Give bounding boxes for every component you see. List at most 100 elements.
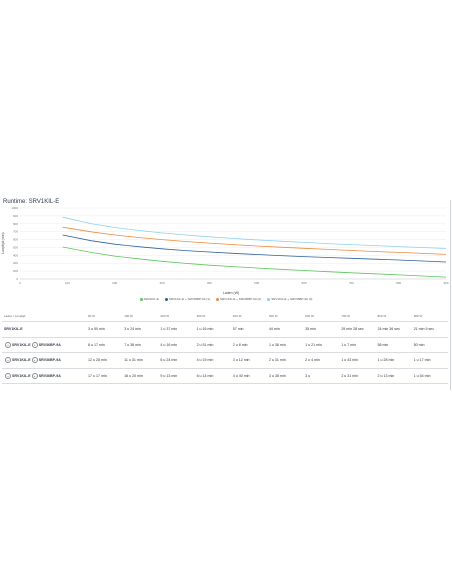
model-name: SRV1KIL-E (12, 342, 31, 347)
plus-icon: + (31, 372, 38, 379)
y-tick-label: 300 (13, 261, 18, 265)
runtime-cell: 2 u 51 min (194, 337, 231, 353)
header-col: 100 W (122, 311, 159, 322)
legend-swatch (267, 297, 271, 301)
legend-label: SRV1KIL-E + SRV36BP-9A (2) (220, 297, 262, 301)
header-col: 400 W (230, 311, 267, 322)
legend-swatch (164, 297, 168, 301)
runtime-cell: 2 u 31 min (339, 368, 376, 384)
runtime-cell: 12 u 28 min (86, 352, 123, 369)
series-line (62, 246, 447, 278)
legend-item[interactable]: SRV1KIL-E + SRV36BP-9A (2) (216, 297, 261, 301)
y-tick-label: 1000 (11, 206, 18, 210)
runtime-cell: 2 u 8 min (230, 337, 267, 353)
runtime-cell: 21 min 9 sec (411, 321, 448, 338)
legend-swatch (216, 297, 220, 301)
header-label: Laden / Looptijd (2, 311, 86, 322)
header-col: 90 W (86, 311, 123, 322)
runtime-cell: 50 min (411, 337, 448, 353)
series-line (62, 234, 447, 263)
chart-legend: SRV1KIL-E SRV1KIL-E + SRV36BP-9A (1) SRV1K… (0, 297, 452, 301)
runtime-cell: 11 u 31 min (122, 352, 159, 369)
model-cell: + SRV1KIL-E + SRV36BP-9A (2, 337, 86, 353)
runtime-cell: 17 u 17 min (86, 368, 123, 384)
runtime-cell: 6 u 24 min (158, 352, 195, 369)
runtime-cell: 16 u 20 min (122, 368, 159, 384)
x-tick-labels: 0 100 200 300 400 500 600 700 800 900 (19, 281, 449, 285)
runtime-cell: 1 u 37 min (158, 321, 195, 338)
x-tick-label: 100 (65, 281, 70, 285)
x-tick-label: 700 (349, 281, 354, 285)
panel-divider (450, 200, 451, 390)
runtime-cell: 3 u 50 min (86, 321, 123, 338)
runtime-cell: 1 u 7 min (339, 337, 376, 353)
x-axis-label: Laden (W) (223, 291, 239, 295)
runtime-cell: 44 min (266, 321, 304, 338)
plus-icon: + (5, 372, 11, 379)
x-tick-label: 0 (19, 281, 21, 285)
model-name: SRV1KIL-E (12, 373, 31, 378)
model-cell: SRV1KIL-E (2, 321, 86, 338)
runtime-cell: 7 u 38 min (122, 337, 159, 353)
legend-item[interactable]: SRV1KIL-E + SRV36BP-9A (1) (164, 297, 211, 301)
y-tick-label: 700 (13, 230, 18, 234)
plus-icon: + (5, 357, 11, 364)
x-tick-label: 600 (301, 281, 306, 285)
runtime-cell: 1 u 43 min (339, 352, 376, 369)
legend-swatch (139, 297, 143, 301)
x-tick-label: 300 (159, 281, 164, 285)
legend-label: SRV1KIL-E + SRV36BP-9A (1) (168, 297, 211, 301)
runtime-cell: 3 u 38 min (266, 368, 304, 384)
runtime-cell: 2 u 13 min (375, 368, 412, 384)
runtime-cell: 9 u 13 min (158, 368, 195, 384)
x-tick-label: 500 (254, 281, 259, 285)
series-line (62, 216, 447, 249)
legend-item[interactable]: SRV1KIL-E (139, 297, 159, 301)
header-col: 600 W (303, 311, 340, 322)
plus-icon: + (31, 341, 38, 348)
y-tick-label: 900 (13, 214, 18, 218)
table-row: + SRV1KIL-E + SRV36BP-9A 12 u 28 min 11 u 31 … (2, 352, 448, 369)
runtime-cell: 1 u 54 min (411, 368, 448, 384)
legend-label: SRV1KIL-E + SRV36BP-9A (3) (271, 297, 313, 301)
runtime-cell: 29 min 28 sec (339, 321, 376, 338)
series-lines (62, 216, 447, 278)
y-tick-label: 600 (13, 238, 18, 242)
legend-item[interactable]: SRV1KIL-E + SRV36BP-9A (3) (267, 297, 312, 301)
table-header-row: Laden / Looptijd 90 W 100 W 200 W 300 W … (2, 311, 448, 322)
runtime-cell: 1 u 28 min (375, 352, 412, 369)
table-row: SRV1KIL-E 3 u 50 min 3 u 24 min 1 u 37 min 1… (2, 321, 448, 338)
runtime-cell: 3 u 24 min (122, 321, 159, 338)
y-axis-label: Looptijd (min) (1, 232, 5, 253)
runtime-cell: 1 u 16 min (194, 321, 231, 338)
runtime-cell: 4 u 40 min (230, 368, 267, 384)
plus-icon: + (31, 357, 38, 364)
model-name: SRV36BP-9A (38, 373, 61, 378)
header-col: 300 W (194, 311, 231, 322)
table-row: + SRV1KIL-E + SRV36BP-9A 8 u 17 min 7 u 38 mi… (2, 337, 448, 353)
x-tick-label: 800 (396, 281, 401, 285)
plus-icon: + (5, 341, 11, 348)
y-tick-label: 400 (13, 253, 18, 257)
runtime-cell: 1 u 17 min (411, 352, 448, 369)
chart-grid (20, 207, 446, 280)
runtime-chart: 0 200 300 400 500 600 700 800 900 1000 0 100 200 300… (1, 206, 449, 295)
y-tick-label: 500 (13, 245, 18, 249)
y-tick-label: 800 (13, 222, 18, 226)
x-tick-label: 200 (112, 281, 117, 285)
model-cell: + SRV1KIL-E + SRV36BP-9A (2, 368, 86, 384)
y-tick-label: 200 (13, 269, 18, 273)
chart-title: Runtime: SRV1KIL-E (3, 199, 60, 205)
legend-label: SRV1KIL-E (143, 297, 159, 301)
x-tick-label: 900 (443, 281, 448, 285)
header-col: 500 W (266, 311, 304, 322)
model-name: SRV1KIL-E (4, 327, 23, 332)
table-body: SRV1KIL-E 3 u 50 min 3 u 24 min 1 u 37 min 1… (2, 321, 448, 384)
runtime-cell: 3 u (303, 368, 340, 384)
series-line (62, 226, 447, 255)
table-row: + SRV1KIL-E + SRV36BP-9A 17 u 17 min 16 u 20 … (2, 368, 448, 384)
runtime-cell: 6 u 14 min (194, 368, 231, 384)
runtime-cell: 35 min (303, 321, 340, 338)
header-col: 700 W (339, 311, 376, 322)
runtime-table: Laden / Looptijd 90 W 100 W 200 W 300 W … (2, 311, 448, 384)
